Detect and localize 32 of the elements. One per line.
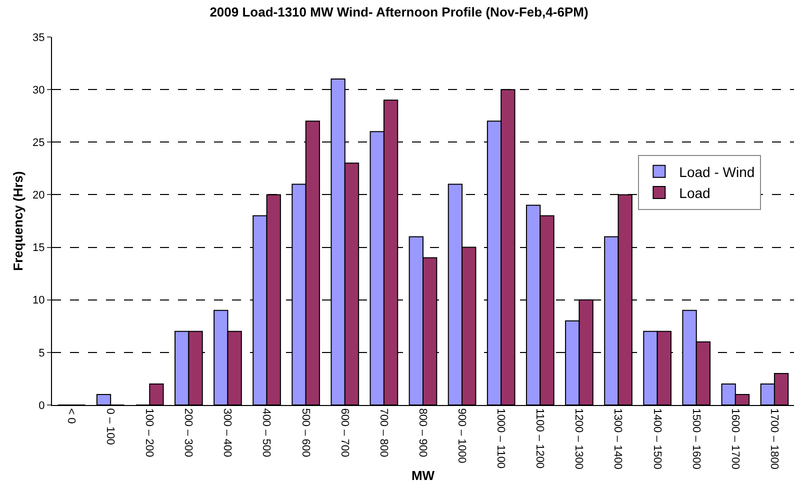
y-tick-label: 35 bbox=[32, 32, 45, 44]
x-tick-label: 400 – 500 bbox=[260, 408, 272, 458]
y-tick-label: 25 bbox=[32, 136, 45, 149]
y-tick-label: 5 bbox=[38, 347, 45, 360]
x-tick-label: 900 – 1000 bbox=[455, 408, 468, 464]
x-tick-label: 1000 – 1100 bbox=[494, 408, 507, 469]
x-tick-label: < 0 bbox=[64, 408, 77, 424]
chart-title: 2009 Load-1310 MW Wind- Afternoon Profile (Nov-Feb,4-6PM) bbox=[210, 4, 588, 20]
x-tick-label: 800 – 900 bbox=[416, 408, 428, 458]
y-tick-label: 20 bbox=[32, 190, 45, 202]
y-tick-label: 30 bbox=[32, 84, 45, 96]
y-tick-label: 15 bbox=[32, 242, 45, 254]
y-axis-title: Frequency (Hrs) bbox=[10, 171, 26, 271]
x-tick-label: 1500 – 1600 bbox=[690, 408, 702, 470]
x-tick-label: 1300 – 1400 bbox=[612, 408, 624, 470]
y-tick-label: 0 bbox=[38, 400, 45, 412]
x-tick-label: 1400 – 1500 bbox=[650, 408, 663, 470]
x-tick-label: 1700 – 1800 bbox=[768, 408, 780, 470]
x-tick-label: 0 – 100 bbox=[104, 408, 116, 445]
x-tick-label: 600 – 700 bbox=[338, 408, 350, 458]
x-tick-label: 300 – 400 bbox=[221, 408, 234, 458]
x-tick-label: 500 – 600 bbox=[299, 408, 312, 458]
legend-label: Load - Wind bbox=[679, 164, 755, 180]
y-tick-label: 10 bbox=[32, 294, 45, 307]
x-tick-label: 200 – 300 bbox=[182, 408, 194, 458]
x-tick-label: 700 – 800 bbox=[377, 408, 390, 458]
x-axis-title: MW bbox=[411, 468, 436, 483]
x-tick-label: 1600 – 1700 bbox=[728, 408, 741, 470]
legend-label: Load bbox=[679, 185, 710, 202]
x-tick-label: 1100 – 1200 bbox=[534, 408, 546, 469]
x-tick-label: 100 – 200 bbox=[143, 408, 156, 458]
x-tick-label: 1200 – 1300 bbox=[572, 408, 585, 470]
